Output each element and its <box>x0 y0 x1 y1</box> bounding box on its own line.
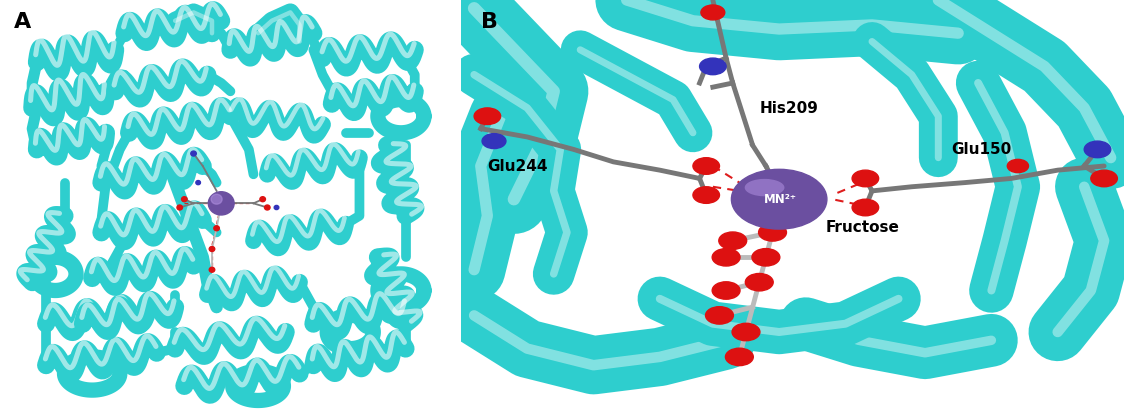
Circle shape <box>182 197 187 202</box>
Circle shape <box>1085 141 1111 158</box>
Text: His209: His209 <box>759 101 818 116</box>
Circle shape <box>191 151 197 156</box>
Text: B: B <box>481 12 498 32</box>
Circle shape <box>209 247 215 251</box>
Circle shape <box>692 158 719 174</box>
Circle shape <box>713 249 740 266</box>
Circle shape <box>214 226 219 231</box>
Circle shape <box>176 205 182 210</box>
Circle shape <box>260 197 265 202</box>
Text: MN²⁺: MN²⁺ <box>764 193 797 206</box>
Circle shape <box>692 187 719 203</box>
Circle shape <box>211 194 223 204</box>
Circle shape <box>474 108 500 124</box>
Text: Glu244: Glu244 <box>488 159 547 173</box>
Circle shape <box>196 181 200 185</box>
Circle shape <box>699 58 726 75</box>
Circle shape <box>713 282 740 299</box>
Circle shape <box>752 249 780 266</box>
Circle shape <box>1007 159 1028 173</box>
Text: A: A <box>13 12 31 32</box>
Circle shape <box>208 192 234 215</box>
Circle shape <box>482 134 506 149</box>
Text: Fructose: Fructose <box>825 220 899 235</box>
Circle shape <box>274 205 279 210</box>
Circle shape <box>852 170 879 187</box>
Circle shape <box>725 348 753 366</box>
Circle shape <box>719 232 746 249</box>
Circle shape <box>759 224 787 241</box>
Circle shape <box>209 267 215 272</box>
Circle shape <box>732 169 827 229</box>
Circle shape <box>1090 170 1117 187</box>
Circle shape <box>732 323 760 341</box>
Circle shape <box>852 199 879 216</box>
Text: Glu150: Glu150 <box>952 142 1012 157</box>
Circle shape <box>701 5 725 20</box>
Circle shape <box>706 307 733 324</box>
Ellipse shape <box>745 179 785 196</box>
Circle shape <box>745 273 773 291</box>
Circle shape <box>264 205 270 210</box>
